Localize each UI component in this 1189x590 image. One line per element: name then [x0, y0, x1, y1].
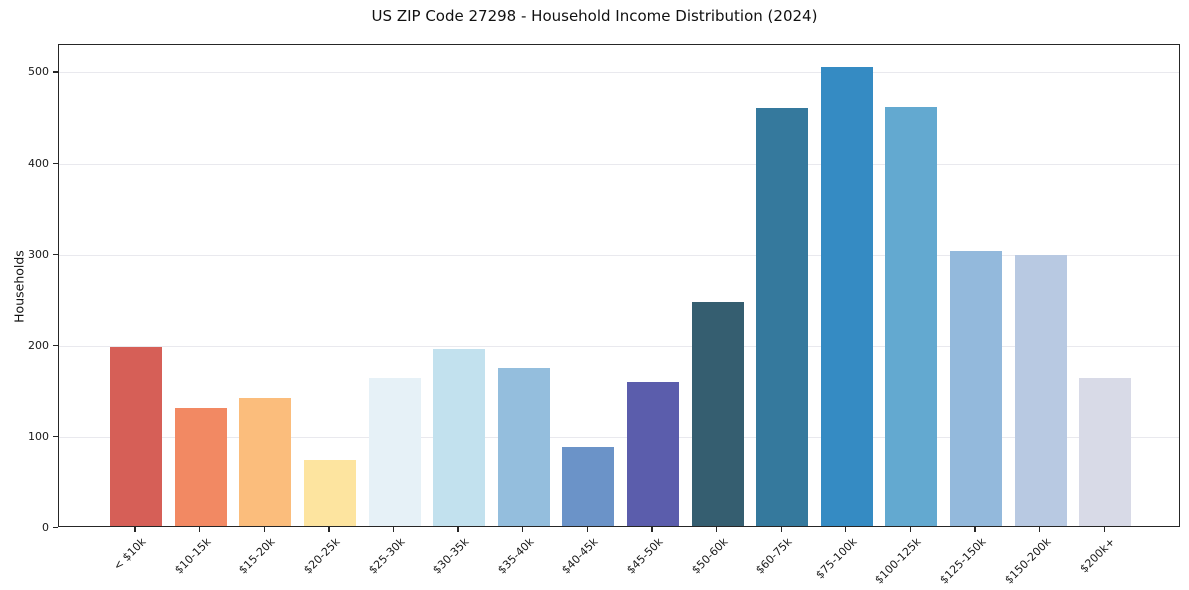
- x-axis-tick-label: $15-20k: [236, 535, 278, 577]
- bar: [433, 349, 486, 526]
- x-axis-tick: [651, 527, 653, 532]
- x-axis-tick-label: $200k+: [1077, 535, 1118, 576]
- y-axis-tick: [53, 527, 58, 529]
- bar: [627, 382, 679, 526]
- x-axis-tick: [134, 527, 136, 532]
- x-axis-tick-label: $35-40k: [494, 535, 537, 577]
- gridline-y-300: [59, 254, 1179, 256]
- x-axis-tick: [198, 527, 201, 532]
- x-axis-tick-label: $20-25k: [301, 535, 343, 577]
- y-axis-tick: [53, 162, 58, 164]
- x-axis-tick-label: $60-75k: [753, 535, 795, 577]
- y-axis-tick-label: 0: [42, 521, 49, 534]
- bar: [368, 378, 421, 526]
- x-axis-tick: [974, 527, 976, 532]
- bar: [1079, 377, 1132, 526]
- bar: [885, 106, 938, 526]
- bar: [303, 460, 356, 526]
- x-axis-tick: [328, 527, 330, 532]
- x-axis-tick-label: $25-30k: [365, 535, 407, 577]
- gridline-y-400: [59, 163, 1179, 165]
- gridline-y-500: [59, 72, 1179, 74]
- gridline-y-100: [59, 436, 1179, 438]
- bar: [497, 368, 550, 526]
- gridline-y-200: [59, 345, 1179, 347]
- y-axis-tick-label: 200: [28, 338, 49, 352]
- y-axis-tick-label: 100: [28, 429, 49, 443]
- x-axis-tick-label: $75-100k: [813, 535, 860, 582]
- chart-title: US ZIP Code 27298 - Household Income Dis…: [371, 7, 818, 25]
- x-axis-tick: [909, 527, 912, 532]
- x-axis-tick-label: $150-200k: [1002, 535, 1054, 587]
- y-axis-tick-label: 500: [28, 65, 49, 79]
- y-axis-tick: [53, 435, 58, 438]
- x-axis-tick: [780, 527, 782, 532]
- x-axis-tick-label: $50-60k: [688, 535, 731, 577]
- y-axis-tick: [53, 344, 58, 347]
- bar: [174, 408, 227, 526]
- bar: [691, 301, 744, 526]
- bar: [820, 66, 873, 526]
- bar: [950, 250, 1003, 526]
- x-axis-tick: [457, 527, 459, 532]
- y-axis-tick-label: 400: [28, 156, 49, 170]
- plot-area: [58, 44, 1180, 527]
- y-axis-tick: [53, 253, 58, 255]
- x-axis-tick-label: $40-45k: [559, 535, 601, 577]
- x-axis-tick: [392, 527, 395, 532]
- x-axis-tick: [586, 527, 588, 532]
- x-axis-tick-label: $30-35k: [430, 535, 472, 577]
- bar: [239, 398, 292, 526]
- bar: [110, 347, 162, 526]
- x-axis-tick-label: $45-50k: [624, 535, 666, 577]
- x-axis-tick: [845, 527, 847, 532]
- y-axis-tick-label: 300: [28, 247, 49, 261]
- x-axis-tick: [1039, 527, 1041, 532]
- x-axis-tick: [522, 527, 524, 532]
- bar: [562, 446, 615, 526]
- x-axis-tick-label: $125-150k: [937, 535, 989, 587]
- x-axis-tick: [263, 527, 265, 532]
- x-axis-tick-label: $100-125k: [872, 535, 924, 587]
- x-axis-tick-label: $10-15k: [171, 535, 214, 577]
- x-axis-tick: [1103, 527, 1105, 532]
- bar: [756, 107, 809, 526]
- x-axis-tick-label: < $10k: [110, 535, 149, 573]
- x-axis-tick: [715, 527, 718, 532]
- bar: [1014, 255, 1067, 526]
- y-axis-tick: [53, 71, 58, 73]
